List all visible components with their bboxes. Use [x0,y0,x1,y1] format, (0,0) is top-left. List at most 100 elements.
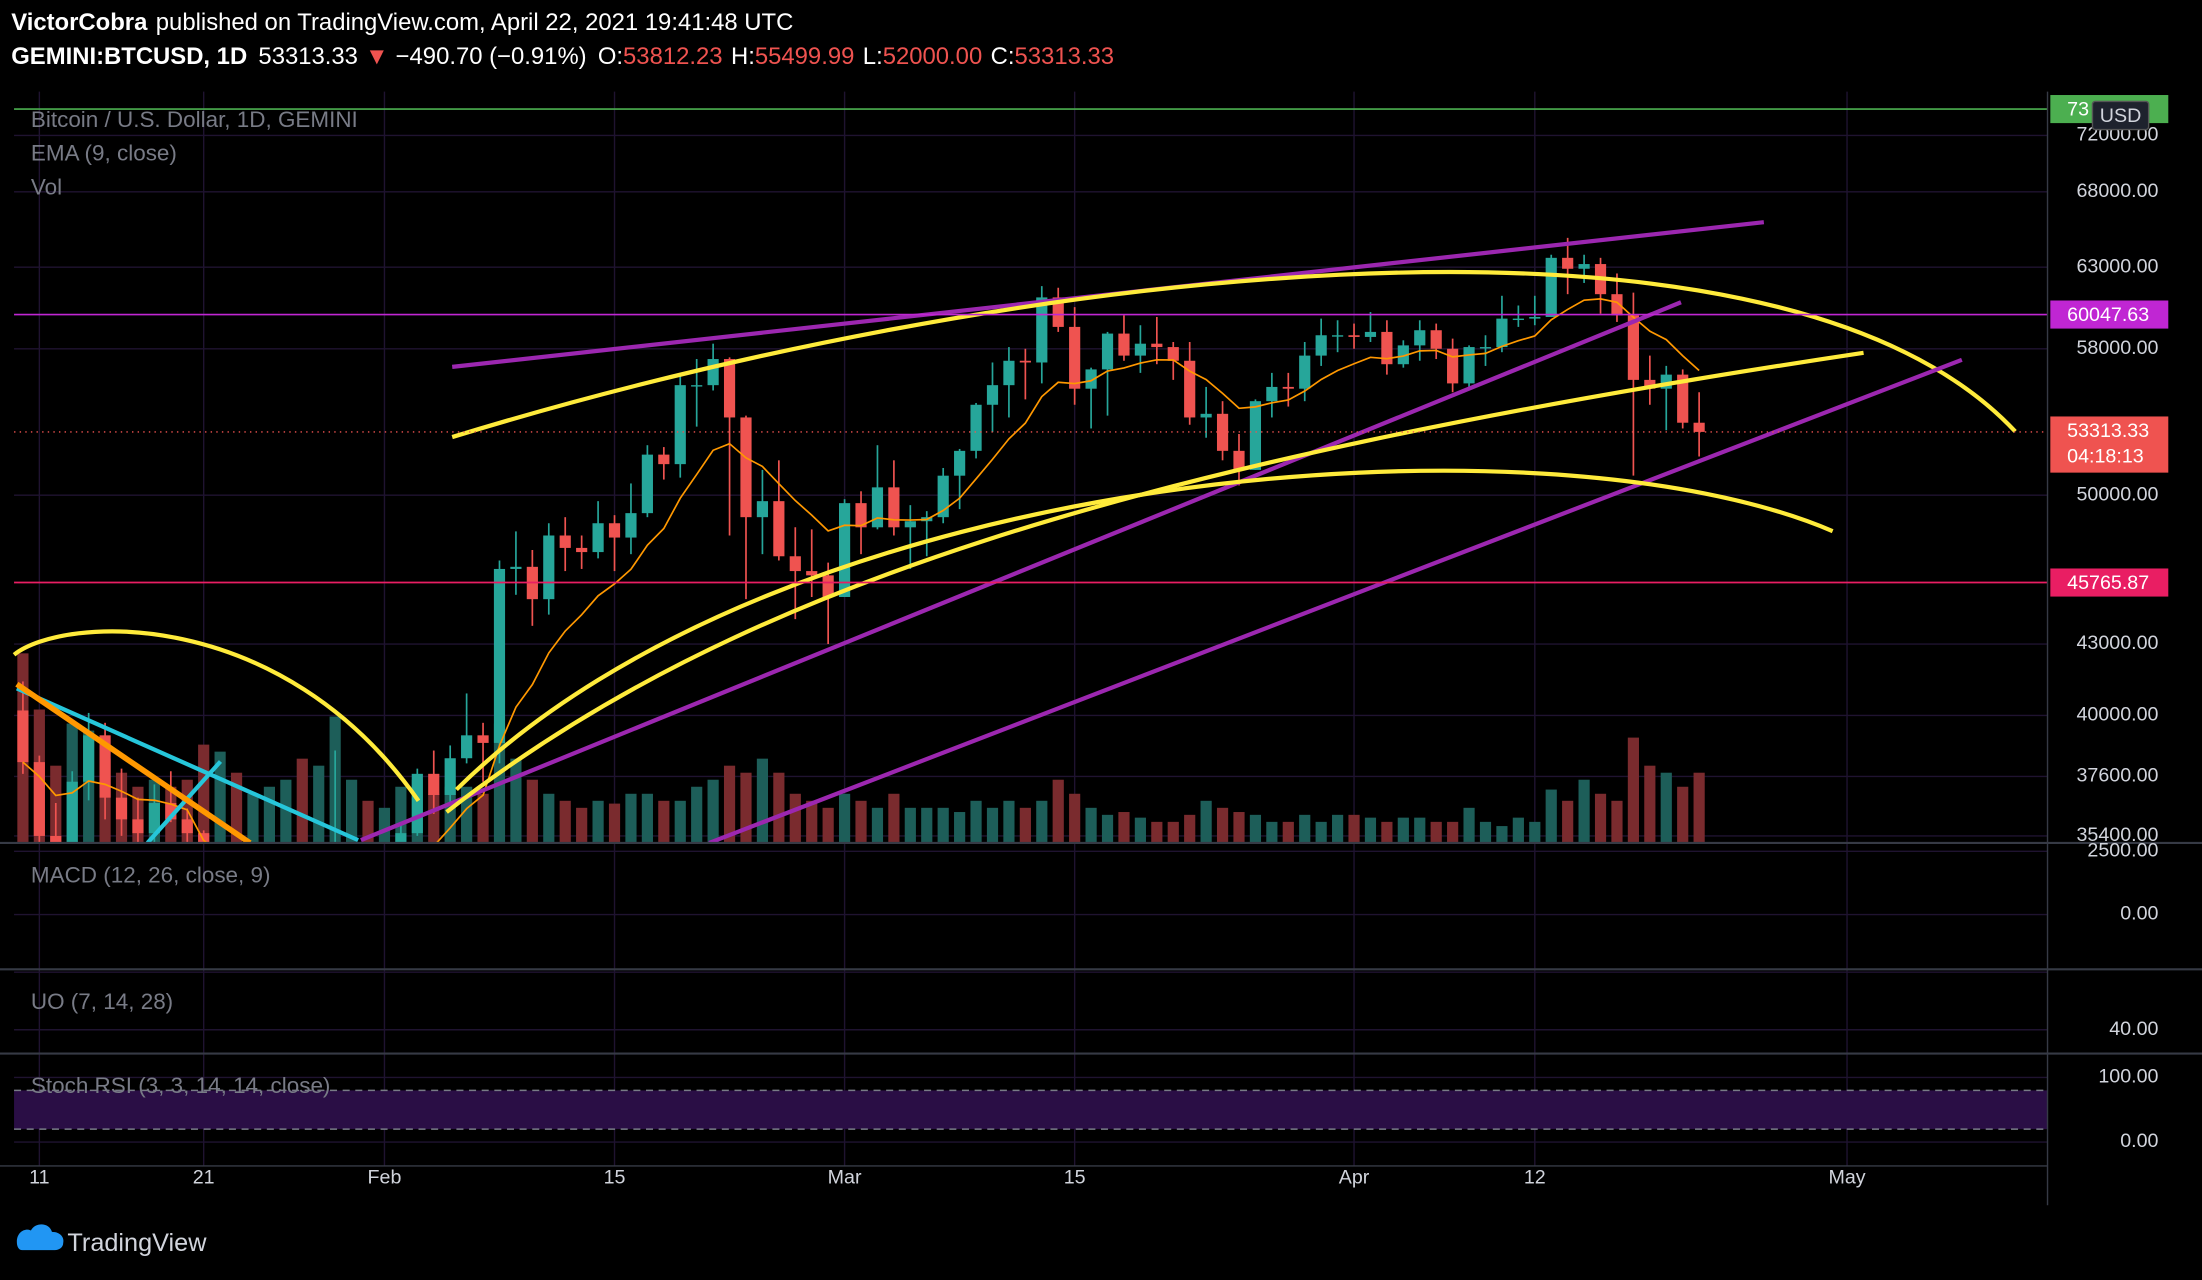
volume-bar [1282,821,1294,843]
line-label-box [2050,568,2169,597]
x-tick-label: 15 [1064,1167,1086,1189]
candle-body [1085,369,1097,389]
volume-bar [1233,812,1245,843]
candle-body [1200,413,1212,418]
pane-title: UO (7, 14, 28) [31,989,173,1014]
change: −490.70 (−0.91%) [396,43,587,70]
candle-body [1134,343,1146,356]
candle-body [493,568,506,743]
y-tick-label: 37600.00 [2076,765,2158,787]
volume-bar [1463,807,1475,843]
volume-bar [378,807,391,843]
volume-bar [789,793,801,843]
candle-body [970,404,982,451]
y-tick-label: 100.00 [2098,1066,2158,1088]
trendline [15,681,252,843]
candle-body [1677,374,1689,423]
last-price: 53313.33 [258,43,358,70]
candle-body [1069,326,1081,389]
candle-body [806,571,818,576]
price-label: 53313.33 [2067,420,2149,442]
volume-bar [1348,814,1360,843]
candle-body [1529,316,1541,319]
x-tick-label: 15 [604,1167,626,1189]
volume-bar [263,786,276,843]
volume-bar [839,793,851,843]
line-label: 60047.63 [2067,304,2149,326]
volume-bar [444,786,456,843]
ema-line [22,298,1700,843]
candle-body [1447,348,1459,384]
candle-body [1693,422,1705,432]
candle-body [822,575,834,597]
candle-body [1660,374,1672,389]
countdown: 04:18:13 [2067,445,2144,467]
candle-body [1611,294,1623,316]
line-label-box [2050,300,2169,329]
volume-bar [510,758,522,843]
volume-bar [756,758,769,843]
candle-body [1545,257,1557,317]
candle-body [33,762,45,836]
volume-bar [1019,807,1031,843]
candle-body [625,513,637,538]
volume-bar [230,772,243,843]
ohlc-value: 52000.00 [883,43,983,70]
change-arrow: ▼ [365,43,389,70]
candle-body [181,819,193,834]
author: VictorCobra [11,10,148,37]
volume-bar [970,800,982,843]
arc [12,629,421,803]
ohlc-label: H: [731,43,755,70]
candle-body [1184,360,1196,418]
volume-bar [1644,765,1656,843]
candle-body [756,501,769,518]
volume-bar [296,758,308,843]
volume-bar [1545,789,1557,843]
candle-body [1414,330,1426,346]
x-tick-label: 21 [193,1167,215,1189]
candle-body [115,797,128,820]
series-title: Bitcoin / U.S. Dollar, 1D, GEMINI [31,107,358,132]
volume-bar [1134,817,1146,843]
x-tick-label: May [1828,1167,1865,1189]
y-tick-label: 50000.00 [2076,483,2158,505]
candle-body [99,735,111,798]
symbol: GEMINI:BTCUSD, 1D [11,43,247,70]
volume-bar [1381,821,1393,843]
candle-body [543,535,555,600]
grid [14,91,2202,1166]
x-tick-label: 12 [1524,1167,1546,1189]
candle-body [1578,264,1590,269]
volume-bar [198,744,210,843]
candle-body [1282,386,1294,389]
ohlc-value: 53812.23 [623,43,723,70]
candle-body [1644,379,1656,389]
volume-bar [773,772,785,843]
volume-bar [313,765,325,843]
volume-bar [543,793,555,843]
volume-bar [1627,737,1639,843]
candle-body [1052,297,1064,327]
volume-bar [1249,814,1262,843]
x-tick-label: Apr [1339,1167,1370,1189]
volume-bar [871,807,884,843]
candle-body [477,735,489,743]
candle-body [1266,386,1278,402]
volume-bar [674,800,686,843]
candle-body [1479,347,1492,349]
volume-bar [806,800,818,843]
y-tick-label: 58000.00 [2076,337,2158,359]
candle-body [707,359,719,386]
header-line-2: GEMINI:BTCUSD, 1D 53313.33 ▼ −490.70 (−0.91… [11,43,1114,70]
user-drawings [12,220,2017,843]
candle-body [1101,333,1114,370]
ohlc-value: 55499.99 [755,43,855,70]
candle-body [888,487,900,528]
volume-bar [1101,814,1114,843]
volume-bar [247,793,259,843]
trendline [360,300,1682,843]
candle-body [559,535,571,548]
volume-bar [707,779,719,843]
volume-bar [625,793,637,843]
